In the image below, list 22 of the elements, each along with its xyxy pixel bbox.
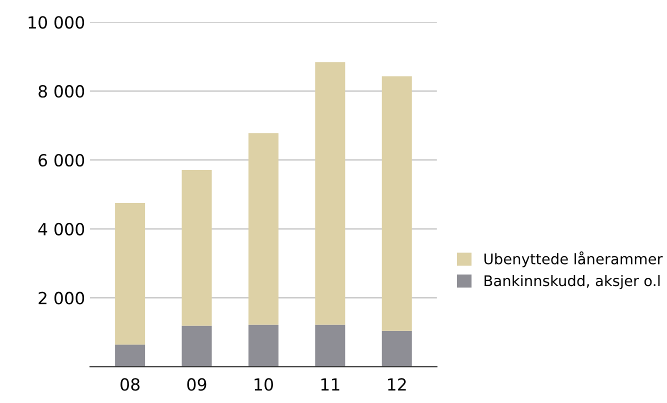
y-tick-label: 4 000	[38, 222, 84, 236]
y-tick-label: 6 000	[38, 154, 84, 167]
x-tick-label: 11	[321, 378, 340, 391]
y-tick-label: 2 000	[38, 292, 84, 304]
bar	[182, 170, 212, 326]
bar	[315, 62, 346, 325]
bar	[248, 324, 278, 367]
x-tick-label: 10	[254, 378, 273, 391]
bar	[115, 203, 146, 345]
y-tick-label: 10 000	[28, 16, 84, 29]
bar	[115, 344, 146, 367]
legend-label: Bankinnskudd, aksjer o.l	[484, 274, 660, 290]
legend-label: Ubenyttede lånerammer	[484, 251, 663, 268]
bar	[315, 324, 346, 367]
y-tick-label: 8 000	[38, 85, 84, 98]
bar	[382, 330, 412, 367]
bar	[182, 326, 212, 367]
x-tick-label: 09	[187, 378, 206, 391]
bar	[382, 76, 412, 331]
bar	[248, 133, 278, 325]
x-tick-label: 12	[388, 378, 406, 391]
x-tick-label: 08	[120, 378, 140, 391]
